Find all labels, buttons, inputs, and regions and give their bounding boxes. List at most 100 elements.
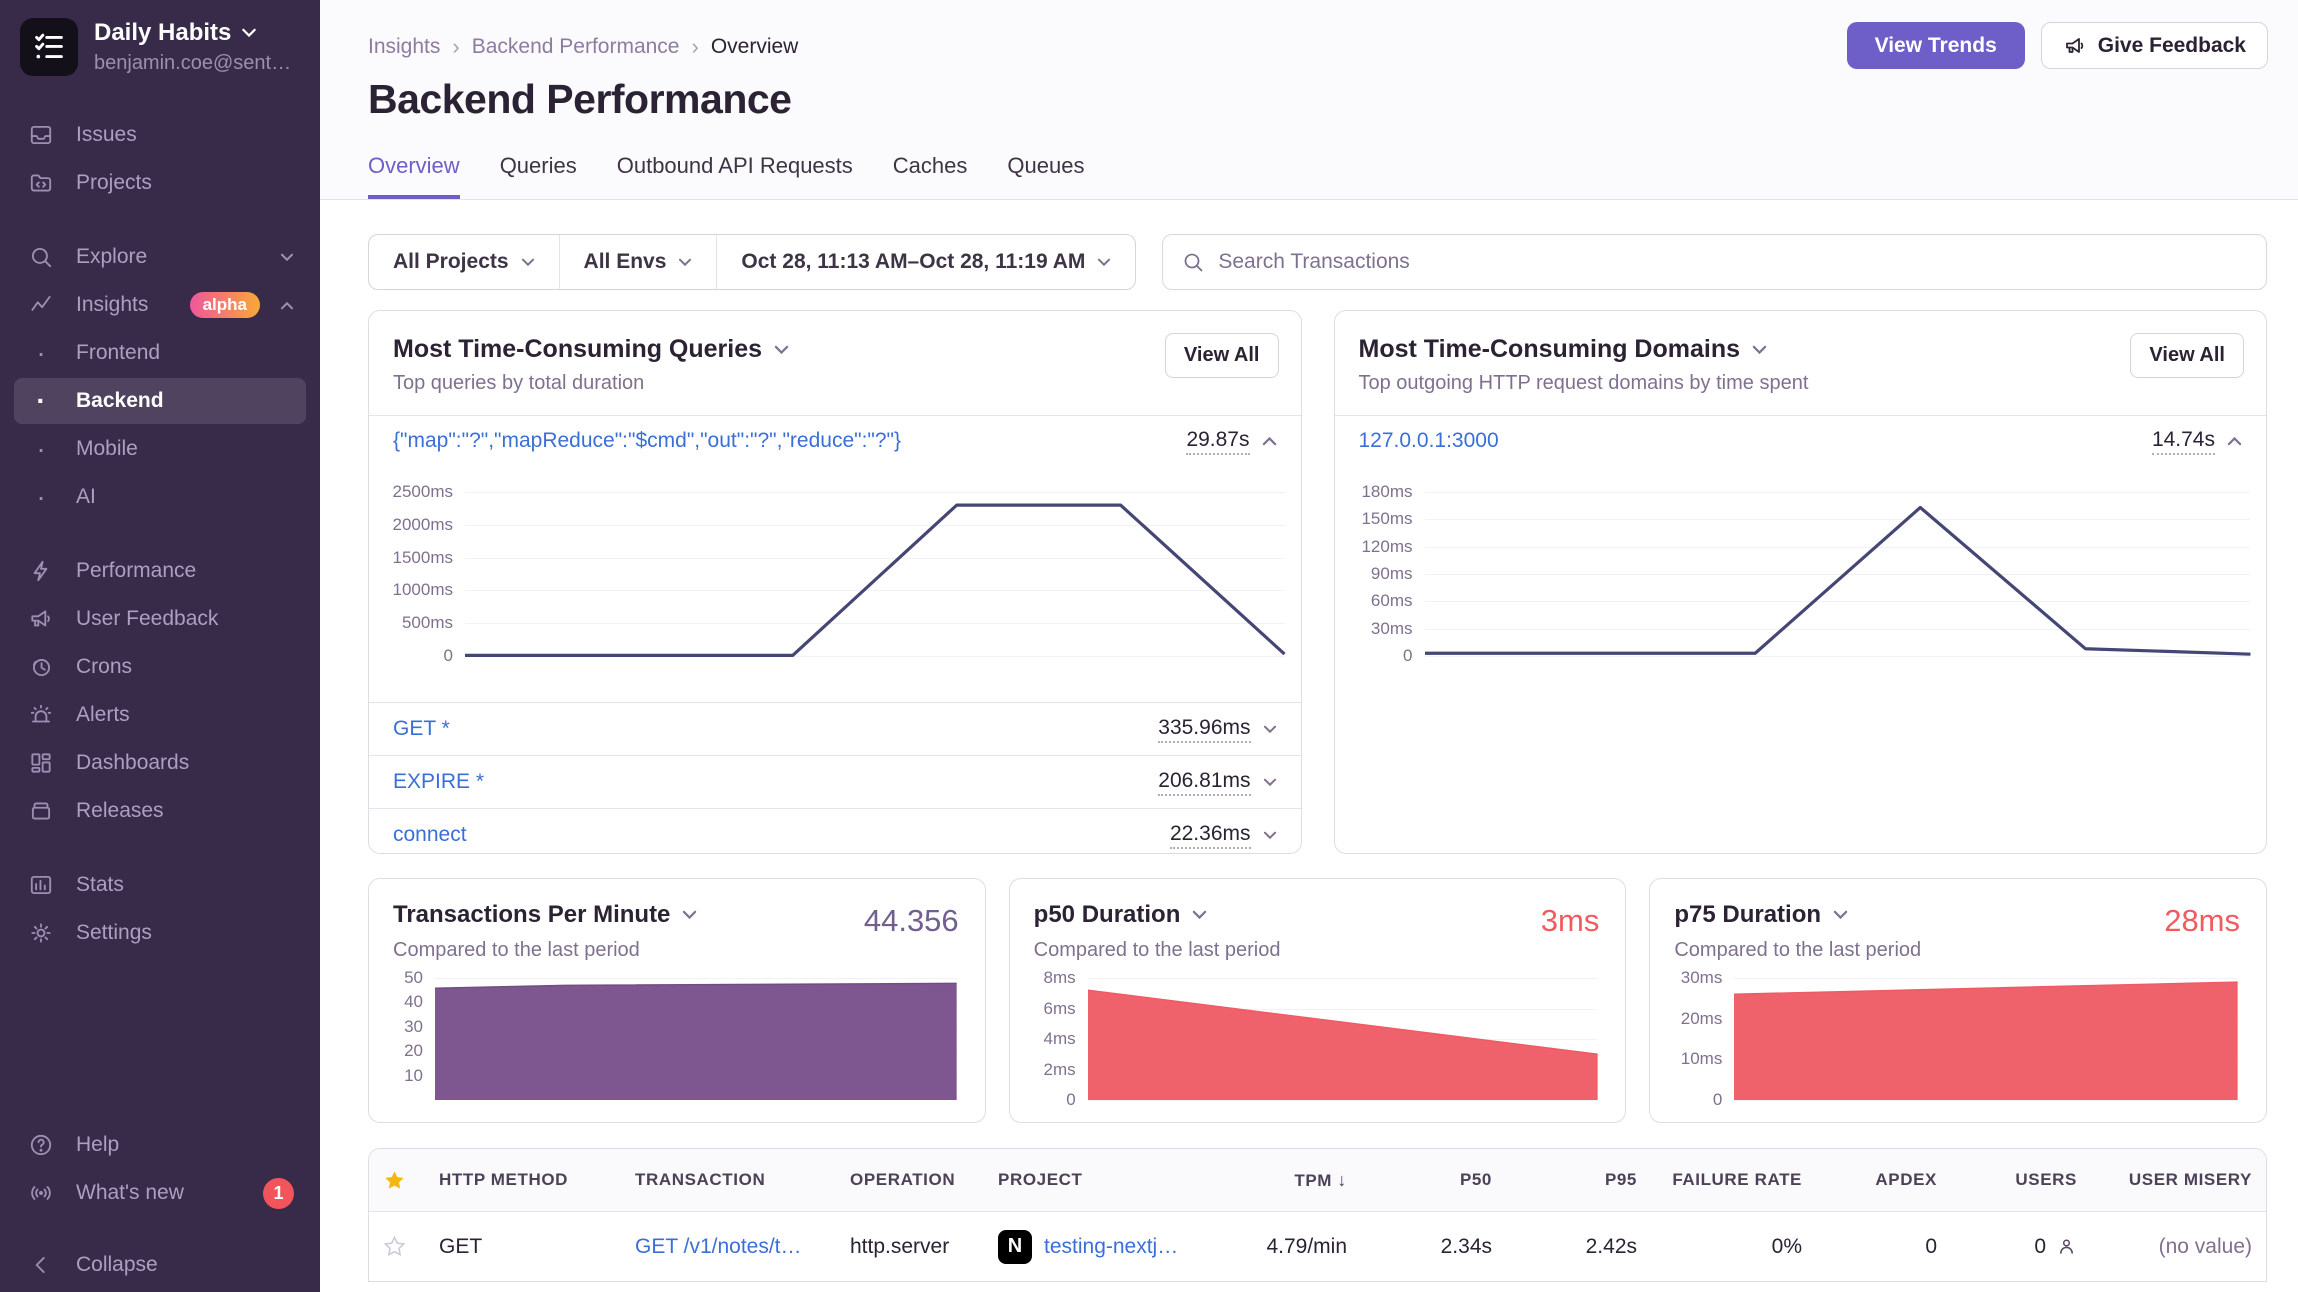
view-trends-button[interactable]: View Trends [1846, 22, 2025, 69]
chevron-down-icon [683, 910, 697, 920]
tab-outbound-api-requests[interactable]: Outbound API Requests [616, 153, 853, 178]
query-link[interactable]: EXPIRE * [393, 770, 485, 793]
tab-queues[interactable]: Queues [1007, 153, 1085, 178]
domain-total-duration[interactable]: 14.74s [2151, 428, 2215, 455]
star-toggle-icon[interactable] [383, 1235, 439, 1258]
sidebar-item-ai[interactable]: · AI [14, 474, 306, 520]
query-total-duration[interactable]: 22.36ms [1169, 822, 1251, 849]
query-row: EXPIRE * 206.81ms [369, 756, 1301, 808]
query-link[interactable]: connect [393, 823, 467, 846]
environment-filter[interactable]: All Envs [558, 235, 717, 289]
p50-cell: 2.34s [1440, 1234, 1492, 1258]
collapse-row-button[interactable] [1262, 436, 1277, 446]
domains-view-all-button[interactable]: View All [2130, 333, 2244, 378]
axis-tick-label: 10 [404, 1065, 423, 1085]
sidebar-item-label: Performance [76, 559, 197, 582]
sidebar-item-backend[interactable]: · Backend [14, 378, 306, 424]
column-header-failure-rate[interactable]: FAILURE RATE [1672, 1170, 1802, 1189]
collapse-row-button[interactable] [2227, 436, 2242, 446]
date-range-filter[interactable]: Oct 28, 11:13 AM–Oct 28, 11:19 AM [716, 235, 1135, 289]
p75-value: 28ms [2164, 903, 2241, 938]
sidebar-item-collapse[interactable]: Collapse [14, 1242, 306, 1288]
breadcrumb-overview[interactable]: Overview [710, 35, 799, 58]
whats-new-count-badge: 1 [263, 1177, 294, 1209]
axis-tick-label: 90ms [1370, 564, 1413, 583]
breadcrumb-insights[interactable]: Insights [368, 35, 441, 58]
sidebar-item-frontend[interactable]: · Frontend [14, 330, 306, 376]
sidebar-item-releases[interactable]: Releases [14, 788, 306, 834]
axis-tick-label: 0 [443, 646, 453, 665]
query-total-duration[interactable]: 335.96ms [1158, 716, 1251, 743]
failure-rate-cell: 0% [1771, 1234, 1802, 1258]
column-header-user-misery[interactable]: USER MISERY [2128, 1170, 2252, 1189]
sidebar-item-label: Explore [76, 245, 148, 268]
expand-row-button[interactable] [1263, 831, 1277, 840]
sidebar-item-mobile[interactable]: · Mobile [14, 426, 306, 472]
star-column-header[interactable] [383, 1169, 439, 1192]
sidebar-item-settings[interactable]: Settings [14, 910, 306, 956]
column-header-users[interactable]: USERS [2015, 1170, 2077, 1189]
sidebar-item-help[interactable]: Help [14, 1122, 306, 1168]
tab-overview[interactable]: Overview [368, 153, 460, 199]
sidebar-item-crons[interactable]: Crons [14, 644, 306, 690]
give-feedback-button[interactable]: Give Feedback [2040, 22, 2268, 69]
transaction-link[interactable]: GET /v1/notes/t… [635, 1234, 802, 1258]
project-filter[interactable]: All Projects [369, 235, 559, 289]
axis-tick-label: 40 [404, 992, 423, 1012]
column-header-operation[interactable]: OPERATION [850, 1170, 956, 1189]
users-cell: 0 [1937, 1235, 2077, 1259]
project-link[interactable]: testing-nextj… [1044, 1234, 1179, 1258]
sidebar-item-issues[interactable]: Issues [14, 112, 306, 158]
tab-bar: Overview Queries Outbound API Requests Cach… [368, 153, 2268, 199]
breadcrumb: Insights › Backend Performance › Overview [368, 32, 2268, 62]
sidebar-item-what-s-new[interactable]: What's new 1 [14, 1170, 306, 1216]
query-link[interactable]: {"map":"?","mapReduce":"$cmd","out":"?",… [393, 429, 902, 452]
column-header-p95[interactable]: P95 [1604, 1170, 1637, 1189]
axis-tick-label: 0 [1712, 1090, 1723, 1109]
column-header-http-method[interactable]: HTTP METHOD [439, 1170, 569, 1189]
p75-card-subtitle: Compared to the last period [1674, 939, 1922, 961]
sidebar-item-user-feedback[interactable]: User Feedback [14, 596, 306, 642]
sidebar-item-alerts[interactable]: Alerts [14, 692, 306, 738]
query-total-duration[interactable]: 29.87s [1186, 428, 1250, 455]
sidebar-item-dashboards[interactable]: Dashboards [14, 740, 306, 786]
sidebar-item-projects[interactable]: Projects [14, 160, 306, 206]
sidebar-item-insights[interactable]: Insights alpha [14, 282, 306, 328]
search-input[interactable] [1218, 250, 2248, 274]
column-header-p50[interactable]: P50 [1459, 1170, 1492, 1189]
sidebar: Daily Habits benjamin.coe@sent… Issues Pr… [0, 0, 320, 1292]
axis-tick-label: 500ms [401, 613, 453, 633]
sidebar-item-performance[interactable]: Performance [14, 548, 306, 594]
expand-row-button[interactable] [1263, 725, 1277, 734]
sidebar-item-label: Crons [76, 655, 133, 678]
sidebar-item-explore[interactable]: Explore [14, 234, 306, 280]
expand-row-button[interactable] [1263, 778, 1277, 787]
sidebar-item-label: Backend [76, 389, 164, 412]
org-switcher[interactable]: Daily Habits benjamin.coe@sent… [0, 0, 320, 76]
sidebar-footer: Help What's new 1 Collapse [0, 1120, 320, 1292]
column-header-transaction[interactable]: TRANSACTION [635, 1170, 766, 1189]
queries-view-all-button[interactable]: View All [1164, 333, 1279, 378]
column-header-tpm[interactable]: TPM ↓ [1294, 1169, 1347, 1190]
person-icon [2056, 1236, 2077, 1257]
domain-link[interactable]: 127.0.0.1:3000 [1358, 429, 1499, 452]
sidebar-item-label: Issues [76, 123, 137, 146]
breadcrumb-backend-performance[interactable]: Backend Performance [471, 35, 680, 58]
column-header-project[interactable]: PROJECT [998, 1170, 1083, 1189]
tpm-card-title: Transactions Per Minute [393, 901, 671, 928]
query-total-duration[interactable]: 206.81ms [1158, 769, 1251, 796]
axis-tick-label: 1000ms [392, 580, 453, 600]
most-time-consuming-domains-panel: Most Time-Consuming Domains Top outgoing… [1333, 310, 2267, 854]
sidebar-item-stats[interactable]: Stats [14, 862, 306, 908]
sidebar-item-label: Insights [76, 293, 149, 316]
query-link[interactable]: GET * [393, 717, 450, 740]
queries-panel-subtitle: Top queries by total duration [393, 372, 645, 394]
tab-queries[interactable]: Queries [499, 153, 577, 178]
column-header-apdex[interactable]: APDEX [1875, 1170, 1937, 1189]
environment-filter-label: All Envs [583, 250, 667, 273]
axis-tick-label: 2500ms [392, 482, 453, 501]
tab-caches[interactable]: Caches [892, 153, 968, 178]
chevron-down-icon [774, 345, 789, 354]
axis-tick-label: 20ms [1680, 1008, 1723, 1028]
search-icon [26, 242, 56, 272]
